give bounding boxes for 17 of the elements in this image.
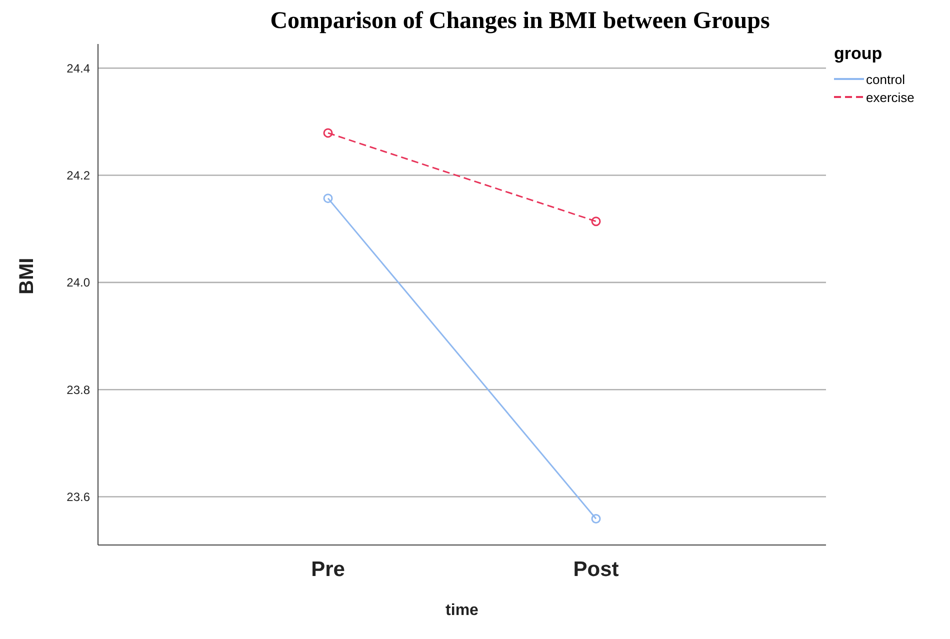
x-tick-label: Pre	[311, 558, 345, 581]
legend-label: control	[866, 72, 906, 86]
y-tick-label: 23.8	[66, 382, 90, 397]
point	[323, 128, 333, 138]
chart-title: Comparison of Changes in BMI between Groups	[269, 8, 771, 36]
legend-label: exercise	[866, 90, 914, 104]
y-tick-label: 24.0	[66, 276, 90, 290]
point	[591, 216, 601, 226]
point	[591, 514, 601, 524]
y-axis-title: BMI	[16, 258, 38, 294]
y-tick-label: 24.4	[66, 61, 90, 76]
y-tick-label: 24.2	[66, 168, 90, 183]
point	[323, 194, 333, 204]
x-axis-title: time	[446, 602, 479, 619]
legend-title: group	[834, 44, 884, 64]
y-tick-label: 23.6	[66, 490, 90, 504]
x-tick-label: Post	[573, 558, 619, 581]
